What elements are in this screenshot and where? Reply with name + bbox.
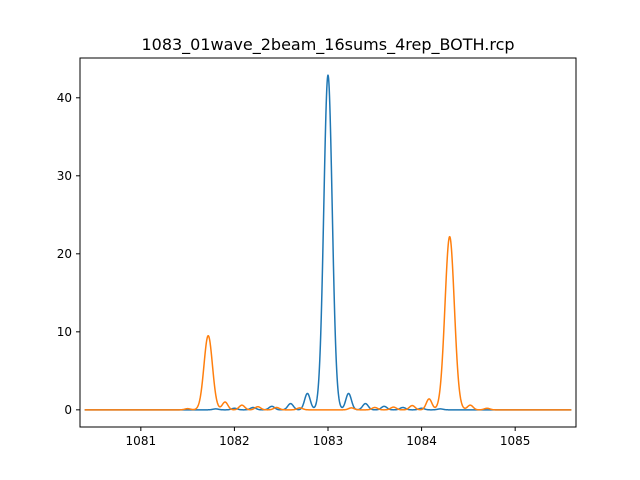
series-line-1 (84, 74, 572, 411)
y-tick-label: 30 (57, 169, 72, 183)
axes-layer: 1081 1082 1083 1084 1085 0 10 20 30 40 (57, 57, 577, 448)
y-tick-label: 10 (57, 325, 72, 339)
plot-frame (79, 57, 577, 428)
series-layer (84, 74, 572, 411)
x-tick-label: 1083 (313, 434, 344, 448)
x-tick-label: 1082 (219, 434, 250, 448)
y-tick-label: 20 (57, 247, 72, 261)
y-tick-label: 0 (64, 403, 72, 417)
x-tick-label: 1081 (126, 434, 157, 448)
series-line-2 (84, 235, 572, 411)
chart-title: 1083_01wave_2beam_16sums_4rep_BOTH.rcp (141, 35, 514, 55)
x-tick-label: 1085 (500, 434, 531, 448)
x-tick-label: 1084 (406, 434, 437, 448)
y-tick-label: 40 (57, 91, 72, 105)
